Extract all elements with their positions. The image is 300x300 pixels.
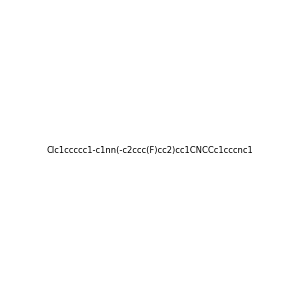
Text: Clc1ccccc1-c1nn(-c2ccc(F)cc2)cc1CNCCc1cccnc1: Clc1ccccc1-c1nn(-c2ccc(F)cc2)cc1CNCCc1cc…: [46, 146, 253, 154]
